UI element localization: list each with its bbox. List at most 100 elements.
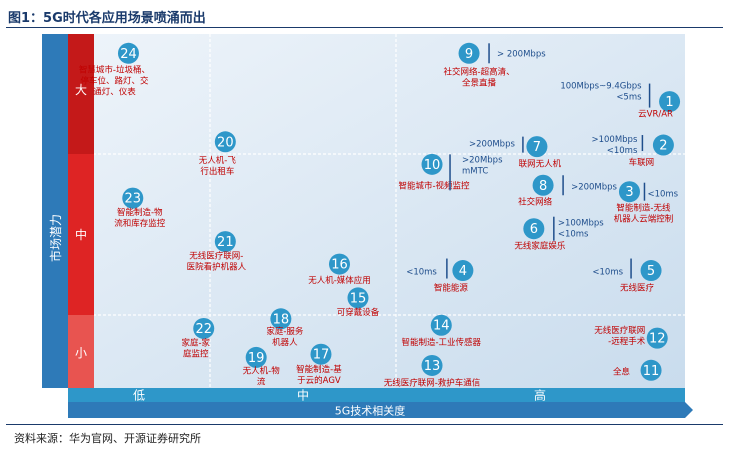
bubble-number-17: 17	[313, 348, 330, 363]
point-14: 14 智能制造-工业传感器	[401, 314, 482, 348]
bubble-14	[430, 314, 452, 336]
y-axis-band	[42, 34, 68, 388]
title-rule	[6, 27, 723, 28]
bubble-number-1: 1	[665, 95, 673, 110]
point-label-8: 社交网络	[518, 196, 553, 207]
point-6: 6 无线家庭娱乐>100Mbps <10ms	[514, 216, 604, 252]
bubble-number-5: 5	[647, 264, 655, 279]
bubble-number-3: 3	[625, 185, 633, 200]
x-axis-arrow-icon	[685, 402, 693, 418]
bubble-number-10: 10	[424, 158, 441, 173]
bubble-number-18: 18	[273, 312, 290, 327]
bubble-11	[640, 359, 662, 381]
bubble-number-24: 24	[120, 47, 137, 62]
bubble-15	[347, 287, 369, 309]
y-level-small: 小	[75, 346, 87, 360]
point-label-9: 社交网络-超高清、全景直播	[444, 66, 515, 88]
bubble-number-14: 14	[433, 319, 450, 334]
point-label-6: 无线家庭娱乐	[514, 241, 566, 252]
bubble-21	[214, 231, 236, 253]
point-label-21: 无线医疗联网-医院看护机器人	[187, 251, 247, 273]
point-label-7: 联网无人机	[519, 159, 562, 170]
point-label-11: 全息	[613, 366, 631, 377]
bubble-16	[328, 253, 350, 275]
point-spec-7: >200Mbps	[469, 140, 515, 150]
point-10: 10 智能城市-视频监控 >20Mbps mMTC	[398, 153, 503, 191]
x-bar-high	[396, 388, 685, 402]
point-spec-1: 100Mbps~9.4Gbps <5ms	[560, 82, 642, 103]
x-level-mid: 中	[297, 388, 309, 403]
figure-title: 图1：5G时代各应用场景喷涌而出	[8, 11, 206, 26]
bubble-number-8: 8	[539, 179, 547, 194]
bubble-19	[245, 346, 267, 368]
point-label-4: 智能能源	[434, 283, 469, 294]
y-bar-mid	[68, 154, 94, 315]
point-label-24: 智慧城市-垃圾桶、停车位、路灯、交通灯、仪表	[79, 64, 150, 97]
bubble-9	[458, 42, 480, 64]
bubble-number-6: 6	[530, 222, 538, 237]
point-label-17: 智能制造-基于云的AGV	[296, 364, 342, 386]
point-label-20: 无人机-飞行出租车	[199, 155, 237, 177]
point-label-3: 智能制造-无线机器人云端控制	[614, 203, 674, 225]
point-4: 4 智能能源 <10ms	[406, 258, 474, 294]
y-axis-title: 市场潜力	[48, 214, 63, 262]
point-spec-6: >100Mbps <10ms	[558, 219, 604, 240]
bubble-24	[117, 42, 139, 64]
point-label-23: 智能制造-物流和库存监控	[114, 207, 166, 229]
x-bar-low	[68, 388, 210, 402]
point-spec-4: <10ms	[406, 268, 437, 278]
x-bar-mid	[210, 388, 396, 402]
point-label-18: 家庭-服务机器人	[266, 326, 304, 348]
x-level-low: 低	[133, 389, 145, 403]
point-8: 8 社交网络 >200Mbps	[518, 174, 618, 207]
point-13: 13 无线医疗联网-救护车通信	[384, 354, 481, 388]
y-level-mid: 中	[75, 227, 87, 242]
bubble-22	[193, 317, 215, 339]
point-spec-10: >20Mbps mMTC	[462, 155, 503, 176]
y-level-big: 大	[75, 83, 87, 97]
point-label-14: 智能制造-工业传感器	[401, 337, 481, 348]
point-16: 16 无人机-媒体应用	[308, 253, 371, 286]
bubble-number-21: 21	[217, 235, 234, 250]
point-label-5: 无线医疗	[620, 283, 655, 294]
bubble-7	[526, 136, 548, 158]
x-axis-band	[68, 402, 685, 418]
bubble-2	[652, 134, 674, 156]
point-9: 9 社交网络-超高清、全景直播 > 200Mbps	[444, 42, 546, 88]
point-label-1: 云VR/AR	[638, 110, 673, 120]
bubble-number-20: 20	[217, 135, 234, 150]
point-spec-2: >100Mbps <10ms	[591, 135, 637, 156]
point-3: 3 智能制造-无线机器人云端控制 <10ms	[614, 181, 679, 225]
point-label-13: 无线医疗联网-救护车通信	[384, 377, 481, 388]
bubble-23	[122, 187, 144, 209]
source-note: 资料来源：华为官网、开源证券研究所	[14, 432, 201, 445]
point-label-10: 智能城市-视频监控	[398, 180, 470, 191]
point-spec-5: <10ms	[592, 268, 623, 278]
bubble-18	[270, 308, 292, 330]
bubble-number-9: 9	[465, 47, 473, 62]
bubble-1	[659, 91, 681, 113]
point-label-15: 可穿戴设备	[337, 307, 380, 318]
bubble-5	[640, 260, 662, 282]
point-spec-3: <10ms	[647, 190, 678, 200]
plot-background	[68, 34, 685, 388]
point-spec-9: > 200Mbps	[497, 49, 546, 59]
bubble-number-23: 23	[125, 192, 142, 207]
bubble-8	[532, 174, 554, 196]
point-20: 20 无人机-飞行出租车	[199, 131, 237, 177]
bubble-number-7: 7	[533, 140, 541, 155]
bubble-number-12: 12	[649, 332, 666, 347]
point-label-12: 无线医疗联网-远程手术	[594, 325, 646, 347]
x-level-high: 高	[534, 388, 546, 403]
bubble-12	[646, 327, 668, 349]
point-5: 5 无线医疗 <10ms	[592, 258, 662, 294]
bubble-number-19: 19	[248, 351, 265, 366]
bubble-number-15: 15	[350, 291, 367, 306]
